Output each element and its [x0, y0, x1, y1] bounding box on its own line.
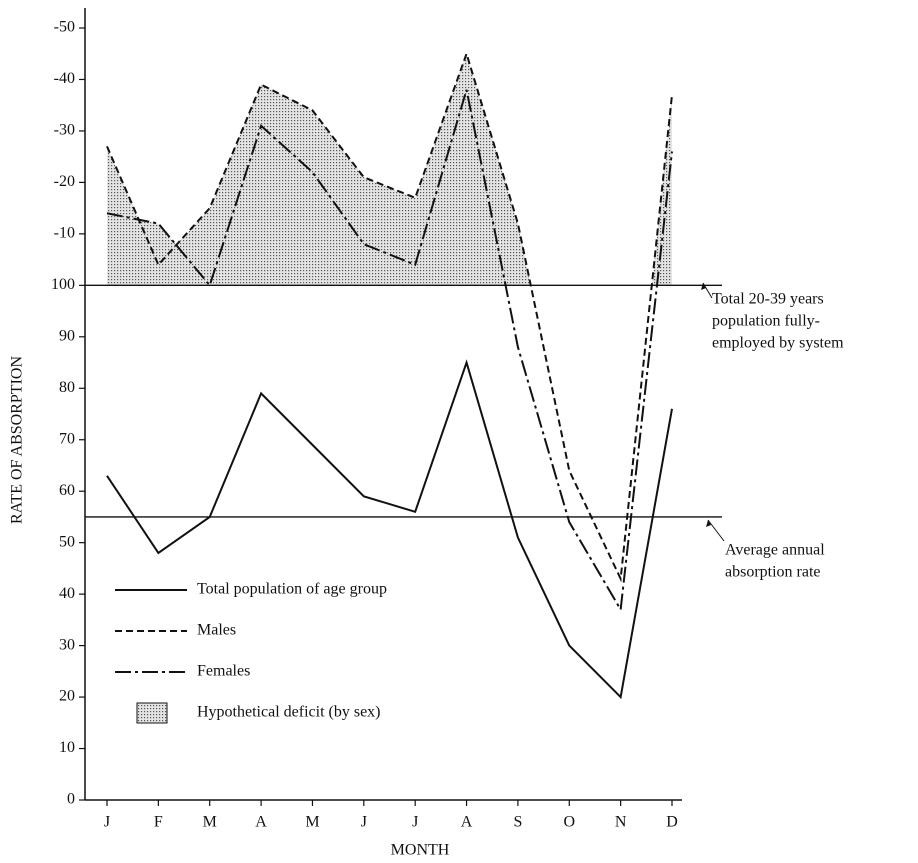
y-tick-label: 30 — [59, 636, 75, 653]
legend-label: Hypothetical deficit (by sex) — [197, 704, 381, 721]
x-tick-label: O — [563, 814, 575, 831]
x-tick-label: A — [461, 814, 473, 831]
legend-label: Males — [197, 622, 236, 639]
x-tick-label: J — [361, 814, 367, 831]
legend-label: Females — [197, 663, 250, 680]
x-axis-label: MONTH — [391, 842, 450, 859]
y-tick-label: 10 — [59, 739, 75, 756]
x-tick-label: M — [305, 814, 319, 831]
x-tick-label: J — [412, 814, 418, 831]
annotation: Average annual — [725, 542, 825, 559]
y-tick-label: 60 — [59, 482, 75, 499]
arrow-head — [701, 283, 706, 290]
y-tick-label: 0 — [67, 791, 75, 808]
y-tick-label: -40 — [54, 70, 75, 87]
y-tick-label: 100 — [51, 276, 75, 293]
y-tick-label: -20 — [54, 173, 75, 190]
y-tick-label: -30 — [54, 122, 75, 139]
x-tick-label: S — [513, 814, 522, 831]
y-tick-label: -10 — [54, 225, 75, 242]
annotation-arrow — [707, 519, 725, 542]
arrow-head — [706, 520, 711, 527]
y-tick-label: 50 — [59, 533, 75, 550]
x-tick-label: M — [203, 814, 217, 831]
annotation: employed by system — [712, 335, 844, 352]
y-axis-label: RATE OF ABSORPTION — [9, 356, 26, 524]
y-tick-label: 70 — [59, 430, 75, 447]
annotation: Total 20-39 years — [712, 291, 824, 308]
deficit-area — [107, 89, 672, 286]
y-tick-label: 40 — [59, 585, 75, 602]
y-tick-label: 90 — [59, 327, 75, 344]
y-tick-label: 80 — [59, 379, 75, 396]
series-line — [106, 89, 673, 613]
x-tick-label: N — [615, 814, 627, 831]
series-line — [106, 359, 673, 700]
annotation: population fully- — [712, 313, 820, 330]
legend-label: Total population of age group — [197, 581, 387, 598]
x-tick-label: D — [666, 814, 678, 831]
y-tick-label: 20 — [59, 688, 75, 705]
x-tick-label: J — [104, 814, 110, 831]
series-line — [106, 50, 673, 583]
legend-swatch — [136, 702, 168, 724]
x-tick-label: F — [154, 814, 163, 831]
x-tick-label: A — [255, 814, 267, 831]
annotation: absorption rate — [725, 564, 821, 581]
deficit-area — [107, 53, 672, 286]
y-tick-label: -50 — [54, 19, 75, 36]
